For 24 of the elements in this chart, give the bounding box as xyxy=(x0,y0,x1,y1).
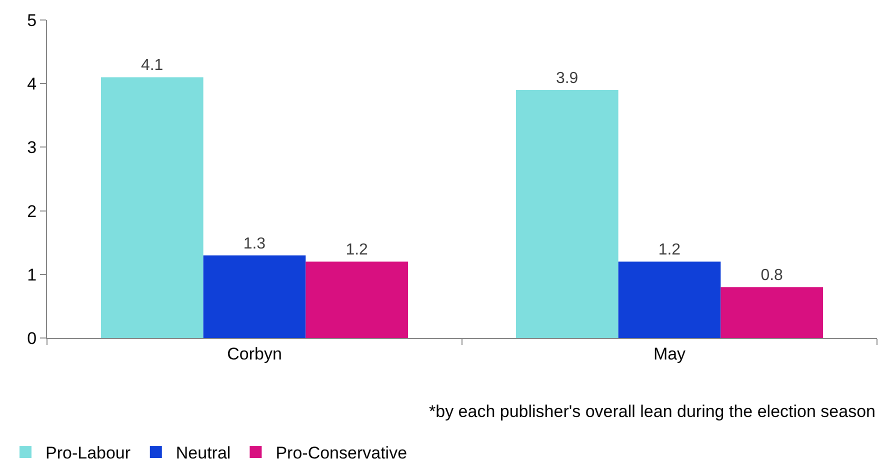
y-tick-label: 1 xyxy=(27,265,37,284)
bar xyxy=(618,262,721,338)
bar xyxy=(516,90,618,338)
y-tick-label: 3 xyxy=(27,138,37,158)
data-label: 4.1 xyxy=(140,57,164,74)
legend-label: Pro-Labour xyxy=(46,444,131,463)
data-label: 1.2 xyxy=(346,242,368,259)
data-label: 1.2 xyxy=(658,242,681,259)
bar xyxy=(100,77,204,338)
bar xyxy=(203,255,306,338)
legend-label: Neutral xyxy=(176,444,231,463)
legend-label: Pro-Conservative xyxy=(276,444,408,463)
data-label: 0.8 xyxy=(760,267,784,284)
data-label: 1.3 xyxy=(243,235,266,252)
y-tick-label: 0 xyxy=(27,328,37,348)
bar xyxy=(306,262,408,338)
text: *by each publisher's overall lean during the election season xyxy=(429,402,876,421)
bar xyxy=(720,287,824,338)
x-tick-label: May xyxy=(653,344,686,364)
data-label: 3.9 xyxy=(556,70,578,87)
y-tick-label: 5 xyxy=(27,10,37,30)
y-tick-label: 2 xyxy=(27,202,37,221)
y-tick-label: 4 xyxy=(27,74,37,94)
x-tick-label: Corbyn xyxy=(227,344,282,364)
